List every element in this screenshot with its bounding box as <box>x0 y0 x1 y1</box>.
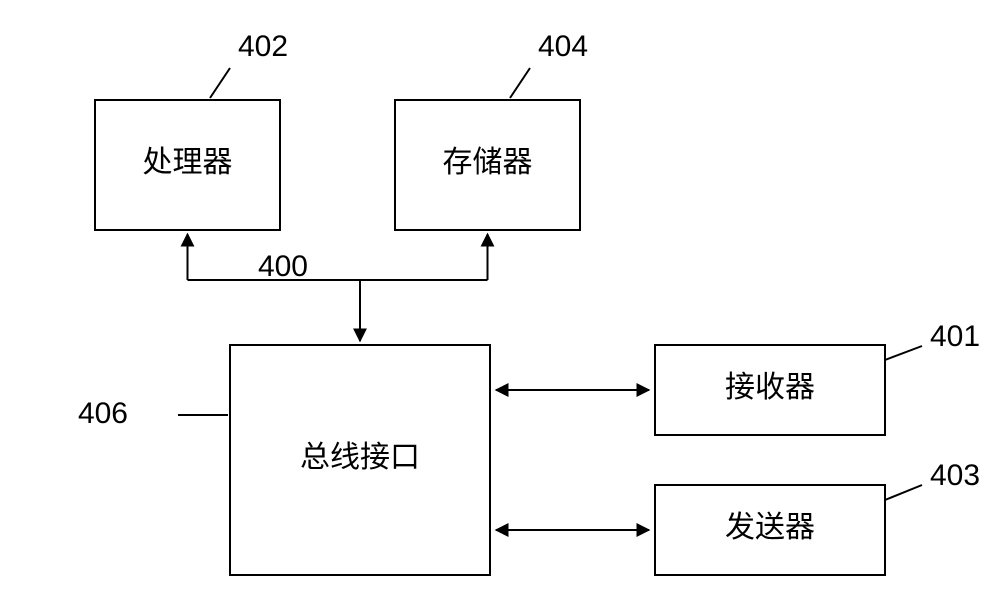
sender-label: 发送器 <box>725 511 815 544</box>
memory-label: 存储器 <box>443 146 533 179</box>
node-bus: 总线接口 <box>230 345 490 575</box>
ref-bus: 406 <box>78 397 228 430</box>
node-processor: 处理器 <box>95 100 280 230</box>
bus-number-400: 400 <box>258 250 308 283</box>
node-sender: 发送器 <box>655 485 885 575</box>
ref-receiver: 401 <box>885 320 980 360</box>
svg-text:406: 406 <box>78 397 128 430</box>
receiver-label: 接收器 <box>725 371 815 404</box>
node-memory: 存储器 <box>395 100 580 230</box>
svg-text:404: 404 <box>538 30 588 63</box>
ref-memory: 404 <box>510 30 588 98</box>
ref-processor: 402 <box>210 30 288 98</box>
svg-text:401: 401 <box>930 320 980 353</box>
svg-text:403: 403 <box>930 459 980 492</box>
connector-bus-top <box>188 234 488 341</box>
node-receiver: 接收器 <box>655 345 885 435</box>
svg-text:402: 402 <box>238 30 288 63</box>
bus-label: 总线接口 <box>300 441 420 474</box>
block-diagram: 处理器 存储器 总线接口 接收器 发送器 402 404 406 401 403 400 <box>0 0 1000 615</box>
processor-label: 处理器 <box>143 146 233 179</box>
ref-sender: 403 <box>885 459 980 500</box>
